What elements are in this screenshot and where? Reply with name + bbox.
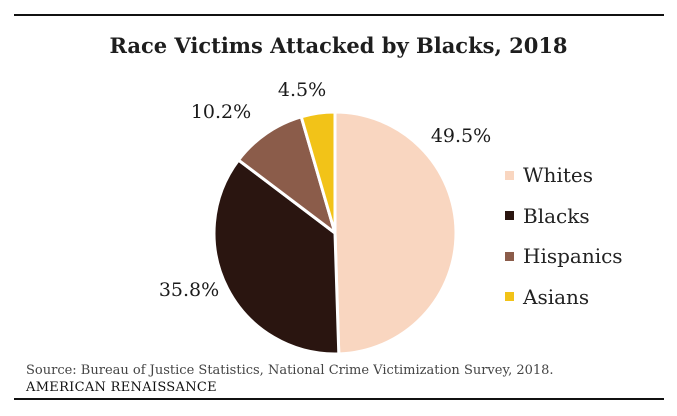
legend-item-blacks: Blacks — [505, 196, 623, 237]
legend: Whites Blacks Hispanics Asians — [505, 155, 623, 317]
legend-label-whites: Whites — [523, 163, 593, 188]
legend-item-asians: Asians — [505, 277, 623, 318]
legend-label-asians: Asians — [523, 284, 590, 309]
legend-label-hispanics: Hispanics — [523, 244, 623, 269]
data-label-hispanics: 10.2% — [191, 101, 251, 123]
legend-label-blacks: Blacks — [523, 203, 590, 228]
pie-slice-blacks — [212, 158, 341, 356]
legend-swatch-asians — [505, 292, 514, 302]
legend-item-hispanics: Hispanics — [505, 236, 623, 277]
pie-slice-asians — [299, 110, 337, 235]
bottom-rule — [14, 398, 664, 400]
legend-swatch-blacks — [505, 211, 514, 221]
top-rule — [14, 14, 664, 16]
publisher-name: AMERICAN RENAISSANCE — [26, 380, 217, 395]
chart-title: Race Victims Attacked by Blacks, 2018 — [109, 33, 568, 58]
legend-item-whites: Whites — [505, 155, 623, 196]
data-label-whites: 49.5% — [431, 125, 491, 147]
data-label-blacks: 35.8% — [159, 279, 219, 301]
legend-swatch-whites — [505, 170, 514, 180]
data-label-asians: 4.5% — [278, 79, 326, 101]
pie-slice-whites — [333, 110, 458, 356]
source-note: Source: Bureau of Justice Statistics, Na… — [26, 363, 554, 378]
legend-swatch-hispanics — [505, 251, 514, 261]
